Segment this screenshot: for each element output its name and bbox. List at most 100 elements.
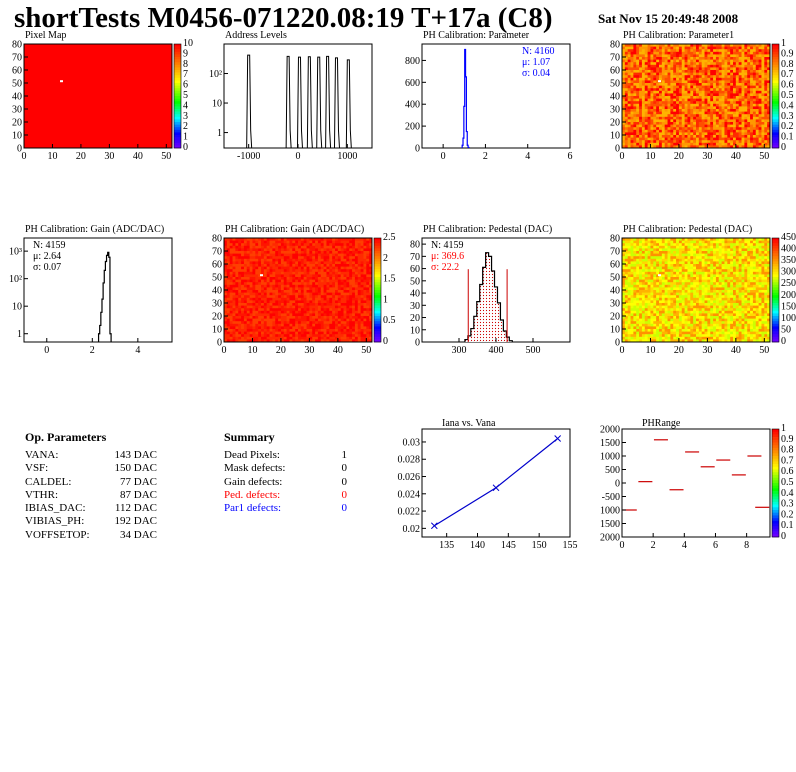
heatmap-cell [744,140,748,144]
heatmap-cell [647,106,651,110]
heatmap-cell [272,261,276,265]
heatmap-cell [627,277,631,280]
heatmap-cell [687,145,691,149]
heatmap-cell [681,67,686,71]
heatmap-cell [329,258,333,262]
heatmap-cell [641,240,646,244]
heatmap-cell [707,98,711,102]
heatmap-cell [639,284,643,288]
heatmap-cell [298,316,302,319]
heatmap-cell [656,90,660,94]
heatmap-cell [633,114,637,118]
heatmap-cell [715,80,720,84]
heatmap-cell [684,77,688,81]
heatmap-cell [326,240,330,244]
heatmap-cell [258,326,262,330]
heatmap-cell [704,142,708,146]
heatmap-cell [636,80,640,84]
heatmap-cell [354,334,359,338]
heatmap-cell [750,122,754,125]
heatmap-cell [624,124,629,128]
heatmap-cell [767,59,771,63]
heatmap-cell [715,54,720,58]
heatmap-cell [744,145,748,149]
heatmap-cell [738,106,742,110]
heatmap-cell [767,49,771,53]
heatmap-cell [735,106,740,110]
heatmap-cell [343,243,347,247]
heatmap-cell [261,248,265,252]
heatmap-cell [303,292,307,296]
chart-title: PH Calibration: Gain (ADC/DAC) [25,224,164,235]
heatmap-cell [224,287,228,291]
heatmap-cell [309,300,313,304]
heatmap-cell [690,119,694,123]
heatmap-cell [366,336,370,340]
heatmap-cell [641,96,646,99]
heatmap-cell [300,282,305,286]
heatmap-cell [713,75,717,79]
heatmap-cell [730,145,734,149]
heatmap-cell [275,305,279,309]
heatmap-cell [641,336,646,340]
heatmap-cell [667,70,671,73]
heatmap-cell [636,129,640,133]
heatmap-cell [278,318,282,322]
heatmap-cell [661,101,666,105]
heatmap-cell [278,331,282,335]
heatmap-cell [659,127,663,131]
heatmap-cell [332,308,336,312]
heatmap-cell [664,127,668,131]
heatmap-cell [622,300,626,304]
heatmap-cell [226,303,231,306]
heatmap-cell [241,336,245,340]
heatmap-cell [363,313,367,317]
heatmap-cell [272,266,276,270]
heatmap-cell [741,127,745,131]
heatmap-cell [693,142,697,146]
heatmap-cell [369,310,373,314]
heatmap-cell [724,96,728,99]
heatmap-cell [713,57,717,60]
heatmap-cell [727,127,731,131]
heatmap-cell [263,264,268,267]
heatmap-cell [306,282,310,286]
heatmap-cell [357,329,362,332]
heatmap-cell [323,336,327,340]
heatmap-cell [730,106,734,110]
heatmap-cell [343,318,347,322]
heatmap-cell [713,54,717,58]
heatmap-cell [684,75,688,79]
heatmap-cell [252,310,256,314]
heatmap-cell [653,93,657,97]
heatmap-cell [243,329,248,332]
heatmap-cell [306,310,310,314]
heatmap-cell [727,135,731,138]
heatmap-cell [261,292,265,296]
heatmap-cell [309,336,313,340]
heatmap-cell [701,80,705,84]
heatmap-cell [360,248,364,252]
heatmap-cell [752,75,757,79]
heatmap-cell [667,51,671,55]
heatmap-cell [246,274,251,278]
heatmap-cell [721,129,725,133]
heatmap-cell [352,271,356,275]
heatmap-cell [644,70,649,73]
heatmap-cell [718,135,723,138]
heatmap-cell [636,248,640,252]
heatmap-cell [727,59,731,63]
heatmap-cell [730,122,734,125]
heatmap-cell [730,80,734,84]
heatmap-cell [238,310,242,314]
heatmap-cell [639,88,643,92]
heatmap-cell [730,46,734,50]
heatmap-cell [266,287,270,291]
heatmap-cell [684,67,688,71]
histogram-bar [473,316,477,342]
heatmap-cell [286,264,290,267]
heatmap-cell [340,284,344,288]
heatmap-cell [721,145,725,149]
heatmap-cell [750,93,754,97]
heatmap-cell [354,336,359,340]
